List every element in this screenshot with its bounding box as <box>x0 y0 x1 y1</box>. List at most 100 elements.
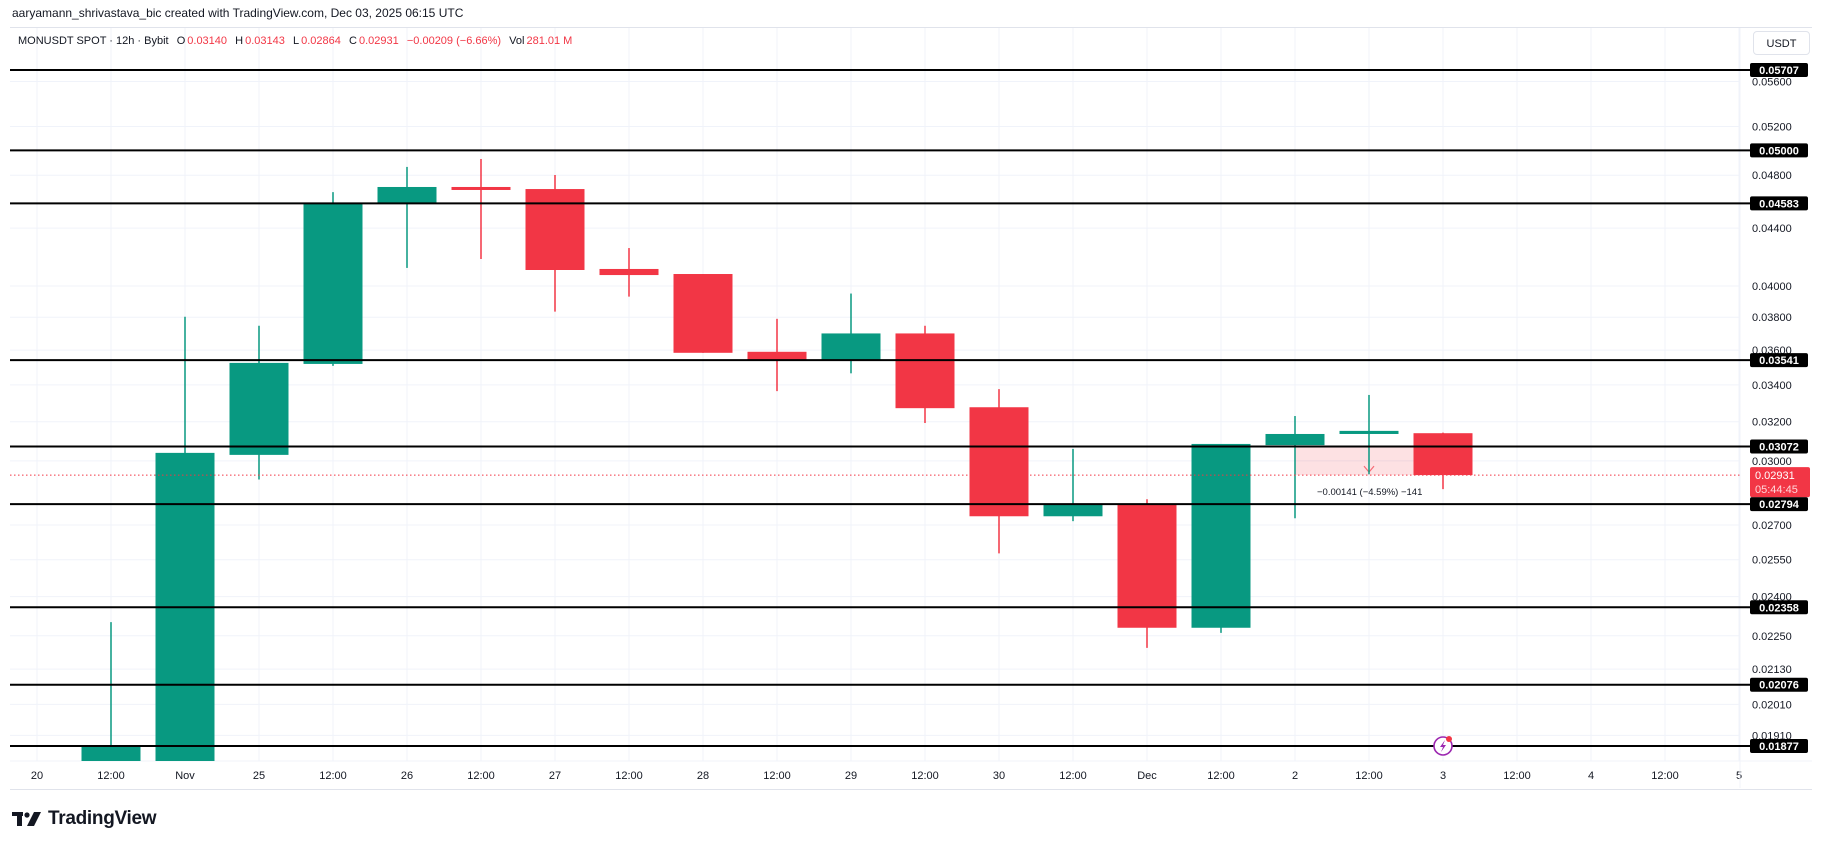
x-axis-label: 12:00 <box>1207 770 1235 782</box>
high-value: 0.03143 <box>245 35 285 47</box>
y-axis-label: 0.05600 <box>1752 77 1792 89</box>
level-price-label: 0.03541 <box>1759 355 1799 367</box>
open-value: 0.03140 <box>187 35 228 47</box>
x-axis-label: 12:00 <box>97 770 125 782</box>
level-price-tag <box>1750 143 1808 158</box>
volume-label: Vol <box>509 35 525 47</box>
chart-credit: aaryamann_shrivastava_bic created with T… <box>12 6 464 20</box>
plot-area <box>10 158 1740 761</box>
y-axis-label: 0.04800 <box>1752 170 1792 182</box>
x-axis-label: 4 <box>1588 770 1594 782</box>
x-axis-label: 3 <box>1440 770 1446 782</box>
x-axis-label: 2 <box>1292 770 1298 782</box>
x-axis-label: 26 <box>401 770 413 782</box>
x-axis-label: 30 <box>993 770 1005 782</box>
symbol-info[interactable]: MONUSDT SPOT · 12h · Bybit <box>18 35 169 47</box>
level-price-label: 0.02076 <box>1759 680 1799 692</box>
tradingview-logo[interactable]: TradingView <box>12 808 157 830</box>
measure-label: −0.00141 (−4.59%) −141 <box>1317 487 1422 498</box>
measure-box <box>1295 446 1418 476</box>
x-axis-label: 5 <box>1736 770 1742 782</box>
y-axis-label: 0.02700 <box>1752 520 1792 532</box>
level-price-label: 0.05000 <box>1759 145 1799 157</box>
y-axis-label: 0.03000 <box>1752 456 1792 468</box>
level-price-tag <box>1750 738 1808 753</box>
candle-up <box>303 203 363 364</box>
low-label: L <box>293 35 300 47</box>
lightning-bolt-icon <box>1440 739 1446 752</box>
level-price-label: 0.04583 <box>1759 198 1799 210</box>
x-axis-label: 12:00 <box>911 770 939 782</box>
candle-up <box>1191 443 1251 628</box>
y-axis-label: 0.05200 <box>1752 122 1792 134</box>
alert-notification-dot <box>1446 735 1452 742</box>
level-price-tag <box>1750 353 1808 368</box>
level-price-tag <box>1750 600 1808 615</box>
x-axis-label: 12:00 <box>763 770 791 782</box>
candle-down <box>599 268 659 276</box>
symbol-legend: MONUSDT SPOT · 12h · Bybit O 0.03140 H 0.0… <box>18 35 574 47</box>
x-axis-label: 12:00 <box>1503 770 1531 782</box>
level-price-label: 0.02358 <box>1759 602 1799 614</box>
candle-down <box>451 186 511 190</box>
level-price-label: 0.03072 <box>1759 442 1799 454</box>
x-axis-label: 29 <box>845 770 857 782</box>
last-price-label: 0.02931 <box>1755 470 1795 482</box>
candle-down <box>747 351 807 361</box>
x-axis-label: 25 <box>253 770 265 782</box>
x-axis-label: 28 <box>697 770 709 782</box>
x-axis-label: Dec <box>1137 770 1157 782</box>
tradingview-logo-text: TradingView <box>48 808 157 829</box>
candle-up <box>229 362 289 455</box>
y-axis-label: 0.02010 <box>1752 699 1792 711</box>
open-label: O <box>176 35 186 47</box>
candle-down <box>1413 433 1473 476</box>
x-axis-label: 12:00 <box>319 770 347 782</box>
y-axis-label: 0.04000 <box>1752 281 1792 293</box>
x-axis-label: 27 <box>549 770 561 782</box>
level-price-label: 0.02794 <box>1759 499 1800 511</box>
x-axis-label: 20 <box>31 770 43 782</box>
low-value: 0.02864 <box>301 35 341 47</box>
x-axis-label: 12:00 <box>1355 770 1383 782</box>
bar-countdown-label: 05:44:45 <box>1755 484 1798 496</box>
volume-value: 281.01 M <box>526 35 573 47</box>
last-price-tag <box>1750 467 1810 498</box>
level-price-tag <box>1750 497 1808 512</box>
candle-down <box>673 274 733 353</box>
y-axis-label: 0.04400 <box>1752 223 1792 235</box>
candle-down <box>895 333 955 409</box>
close-label: C <box>349 35 357 47</box>
tradingview-logo-icon <box>12 812 41 826</box>
candle-up <box>1265 433 1325 446</box>
level-price-tag <box>1750 677 1808 692</box>
chart-frame <box>10 27 1812 790</box>
change-value: −0.00209 (−6.66%) <box>406 35 502 47</box>
x-axis-label: 12:00 <box>615 770 643 782</box>
y-axis-label: 0.02550 <box>1752 555 1792 567</box>
level-price-tag <box>1750 196 1808 211</box>
candle-up <box>1339 430 1399 434</box>
close-value: 0.02931 <box>358 35 399 47</box>
candle-down <box>969 407 1029 517</box>
level-price-label: 0.01877 <box>1759 741 1799 753</box>
x-axis-label: 12:00 <box>1059 770 1087 782</box>
currency-button[interactable]: USDT <box>1753 31 1810 55</box>
level-price-label: 0.05707 <box>1759 65 1799 77</box>
candle-up <box>377 186 437 204</box>
y-axis-label: 0.02250 <box>1752 631 1792 643</box>
y-axis-label: 0.03400 <box>1752 380 1792 392</box>
y-axis-label: 0.03800 <box>1752 312 1792 324</box>
candle-up <box>1043 504 1103 517</box>
candle-up <box>821 333 881 361</box>
x-axis-label: Nov <box>175 770 195 782</box>
candle-down <box>1117 504 1177 628</box>
y-axis-label: 0.02130 <box>1752 664 1792 676</box>
x-axis-label: 12:00 <box>1651 770 1679 782</box>
y-axis-label: 0.03200 <box>1752 417 1792 429</box>
candle-up <box>81 745 141 761</box>
high-label: H <box>235 35 244 47</box>
level-price-tag <box>1750 439 1808 454</box>
x-axis-label: 12:00 <box>467 770 495 782</box>
